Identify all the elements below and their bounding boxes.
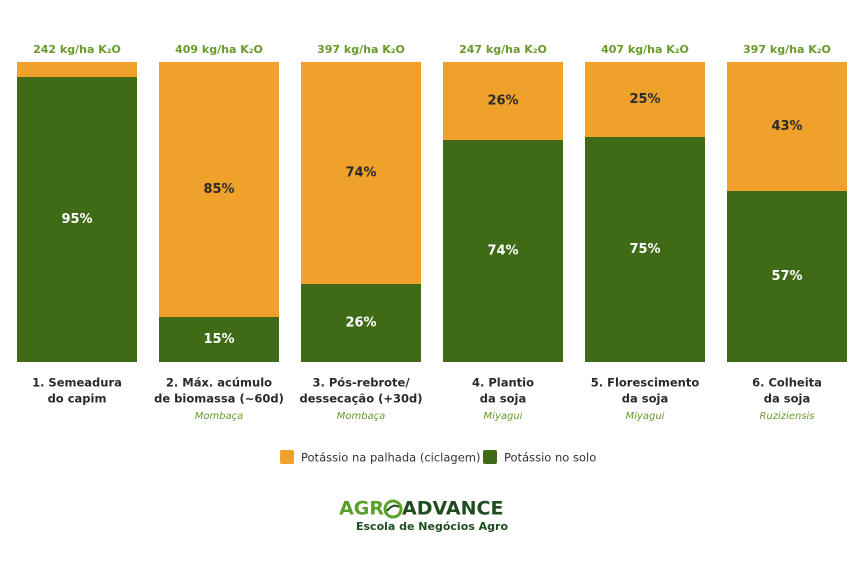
x-sublabel: Miyagui xyxy=(626,411,665,422)
legend-label: Potássio no solo xyxy=(504,451,596,465)
x-sublabel: Mombaça xyxy=(195,411,244,422)
total-label: 409 kg/ha K₂O xyxy=(175,43,263,56)
value-label: 74% xyxy=(487,244,518,259)
legend-swatch xyxy=(483,450,497,464)
value-label: 95% xyxy=(61,212,92,227)
value-label: 43% xyxy=(771,119,802,134)
x-tick-label: 6. Colheita xyxy=(752,376,822,390)
value-label: 26% xyxy=(345,316,376,331)
value-label: 57% xyxy=(771,269,802,284)
value-label: 26% xyxy=(487,94,518,109)
bar-segment xyxy=(301,284,421,362)
x-tick-label: da soja xyxy=(480,392,526,406)
x-tick-label: 5. Florescimento xyxy=(591,376,700,390)
tagline: Escola de Negócios Agro xyxy=(356,520,508,533)
total-label: 407 kg/ha K₂O xyxy=(601,43,689,56)
logo: AGR ADVANCE Escola de Negócios Agro xyxy=(339,498,508,534)
brand-left: AGR xyxy=(339,498,384,520)
bar-segment xyxy=(585,62,705,137)
bar-segment xyxy=(17,77,137,362)
x-tick-label: do capim xyxy=(48,392,107,406)
total-label: 397 kg/ha K₂O xyxy=(743,43,831,56)
x-tick-label: 2. Máx. acúmulo xyxy=(166,376,272,390)
bar-segment xyxy=(727,191,847,362)
bar-segment xyxy=(585,137,705,362)
total-label: 247 kg/ha K₂O xyxy=(459,43,547,56)
x-tick-label: da soja xyxy=(622,392,668,406)
x-tick-label: da soja xyxy=(764,392,810,406)
brand-icon-leaf xyxy=(386,504,400,512)
value-label: 74% xyxy=(345,166,376,181)
x-sublabel: Ruziziensis xyxy=(759,411,814,422)
value-label: 15% xyxy=(203,332,234,347)
x-tick-label: 3. Pós-rebrote/ xyxy=(312,376,410,390)
brand-right: ADVANCE xyxy=(402,498,503,520)
x-tick-label: dessecação (+30d) xyxy=(300,392,423,406)
bar-segment xyxy=(443,62,563,140)
bar-segment xyxy=(159,62,279,317)
x-tick-label: de biomassa (~60d) xyxy=(154,392,284,406)
bar-segment xyxy=(301,62,421,284)
total-label: 397 kg/ha K₂O xyxy=(317,43,405,56)
total-label: 242 kg/ha K₂O xyxy=(33,43,121,56)
brand-icon xyxy=(383,499,403,519)
legend-swatch xyxy=(280,450,294,464)
legend-label: Potássio na palhada (ciclagem) xyxy=(301,451,481,465)
x-tick-label: 1. Semeadura xyxy=(32,376,122,390)
bar-segment xyxy=(443,140,563,362)
value-label: 75% xyxy=(629,242,660,257)
x-sublabel: Mombaça xyxy=(337,411,386,422)
x-tick-label: 4. Plantio xyxy=(472,376,534,390)
bar-segment xyxy=(159,317,279,362)
x-sublabel: Miyagui xyxy=(484,411,523,422)
bar-segment xyxy=(17,62,137,77)
value-label: 85% xyxy=(203,182,234,197)
value-label: 25% xyxy=(629,92,660,107)
bar-segment xyxy=(727,62,847,191)
